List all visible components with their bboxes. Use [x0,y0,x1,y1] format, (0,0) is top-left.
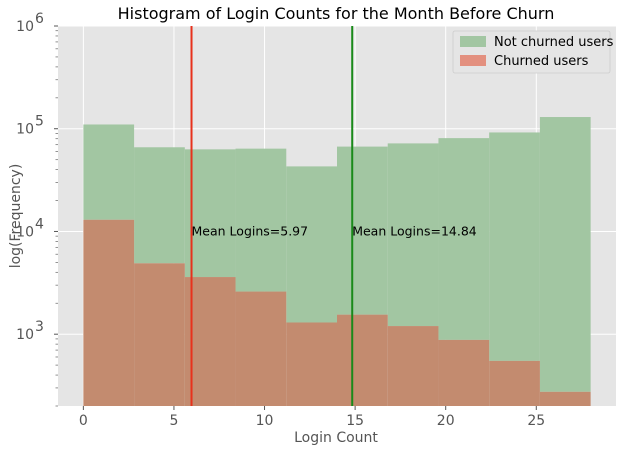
histogram-bar-not-churned [286,166,337,323]
x-tick-label: 5 [169,413,178,429]
histogram-bar-churned [489,360,540,406]
legend: Not churned users Churned users [452,30,614,74]
y-tick-label: 10 [16,224,34,240]
legend-label-churned: Churned users [494,54,589,69]
legend-label-not-churned: Not churned users [494,35,614,50]
histogram-bar-not-churned [387,143,439,327]
mean-annotations: Mean Logins=5.97 Mean Logins=14.84 [192,223,477,238]
x-axis-ticks: 0 5 10 15 20 25 [79,406,545,429]
x-tick-label: 15 [346,413,364,429]
legend-box [452,30,611,74]
churned-bars [83,219,591,406]
y-tick-exponent: 4 [35,216,44,232]
not-churned-bars [83,117,591,392]
histogram-bar-churned [337,314,388,406]
y-tick-label: 10 [16,19,34,35]
histogram-bar-churned [286,322,337,406]
x-tick-label: 25 [527,413,545,429]
histogram-bar-churned [134,263,185,406]
histogram-bar-churned [438,339,490,406]
y-tick-exponent: 5 [35,114,44,130]
legend-swatch-not-churned [460,36,486,47]
histogram-bar-churned [539,391,591,406]
y-axis-label: log(Frequency) [8,164,24,269]
histogram-bar-not-churned [235,148,287,292]
histogram-bar-not-churned [489,132,540,361]
mean-label: Mean Logins=5.97 [192,223,309,238]
x-axis-label: Login Count [294,430,378,446]
x-tick-label: 20 [437,413,455,429]
histogram-bar-not-churned [83,124,135,220]
chart-title: Histogram of Login Counts for the Month … [118,4,555,23]
x-tick-label: 10 [256,413,274,429]
histogram-bar-churned [184,277,236,406]
histogram-bar-not-churned [134,147,185,264]
y-tick-exponent: 3 [35,319,44,335]
histogram-bar-churned [387,326,439,406]
histogram-bar-not-churned [539,117,591,392]
y-tick-label: 10 [16,122,34,138]
y-tick-label: 10 [16,327,34,343]
histogram-bar-churned [83,219,135,406]
histogram-bar-not-churned [438,138,490,340]
mean-label: Mean Logins=14.84 [352,223,477,238]
mean-lines [190,26,354,406]
histogram-bar-churned [235,291,287,406]
histogram-bar-not-churned [337,146,388,315]
y-tick-exponent: 6 [35,11,44,27]
x-tick-label: 0 [79,413,88,429]
legend-swatch-churned [460,55,486,66]
histogram-bar-not-churned [184,149,236,278]
